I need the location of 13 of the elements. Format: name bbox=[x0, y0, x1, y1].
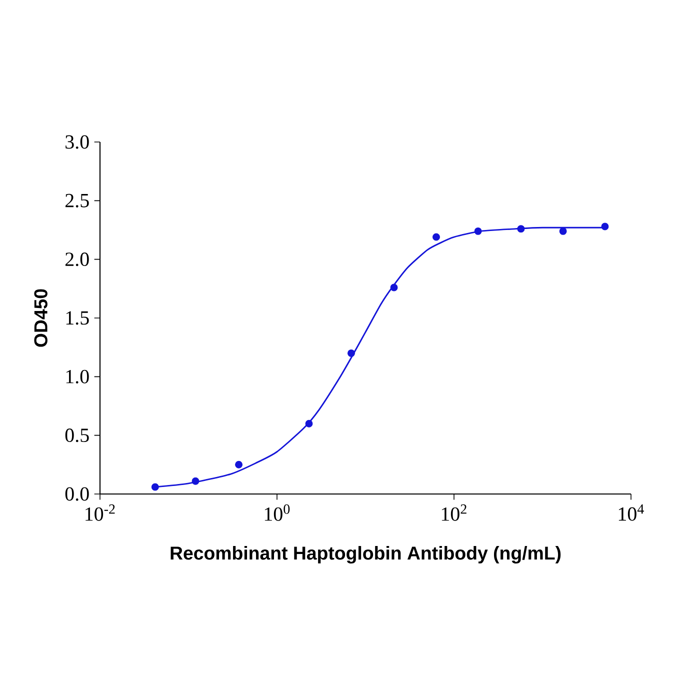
x-axis-title: Recombinant Haptoglobin Antibody (ng/mL) bbox=[170, 546, 561, 564]
x-tick-label: 10$^{2}$ bbox=[442, 504, 466, 521]
y-tick-label: 1.0 bbox=[66, 370, 89, 384]
x-tick-label: 10$^{-2}$ bbox=[86, 504, 115, 521]
y-tick-label: 3.0 bbox=[66, 135, 89, 149]
y-tick-label: 2.5 bbox=[65, 194, 89, 208]
x-tick-label: 10$^{0}$ bbox=[264, 504, 290, 521]
y-tick-label: 2.0 bbox=[65, 252, 89, 266]
x-tick-label: 10$^{4}$ bbox=[618, 504, 644, 521]
y-tick-label: 1.5 bbox=[66, 311, 89, 325]
y-tick-label: 0.0 bbox=[65, 487, 89, 501]
y-tick-label: 0.5 bbox=[65, 428, 89, 442]
y-axis-title: OD450 bbox=[34, 289, 48, 347]
